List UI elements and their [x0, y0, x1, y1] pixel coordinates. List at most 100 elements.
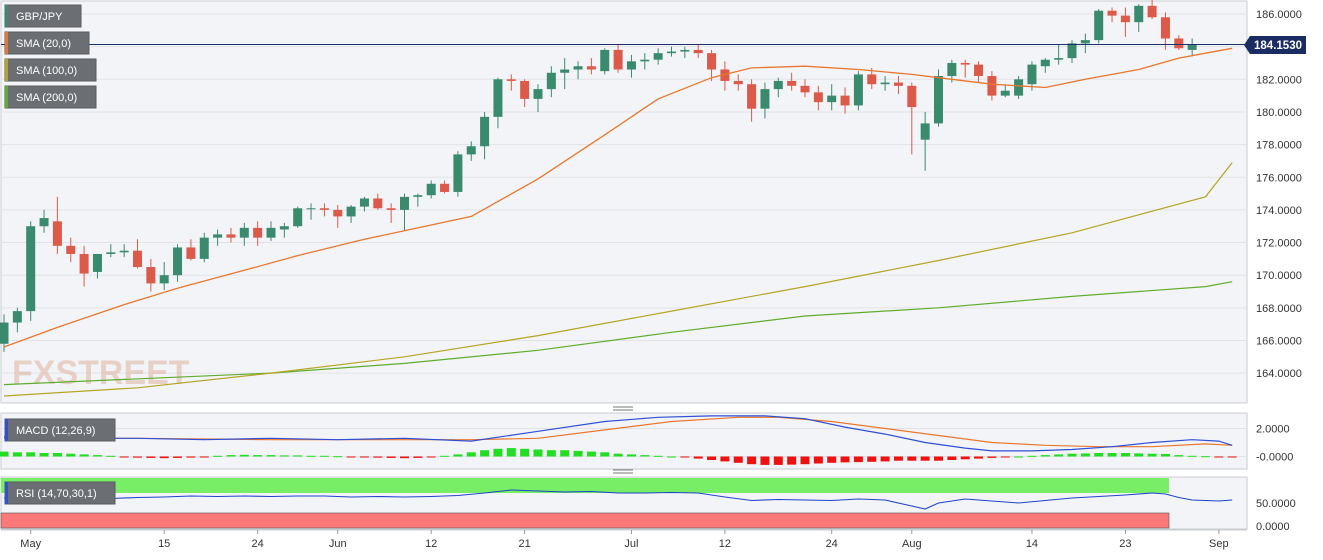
candle [573, 61, 583, 80]
macd-histogram-bar [1080, 453, 1090, 457]
date-tick-label: Jun [329, 538, 347, 550]
rsi-oversold-zone [0, 512, 1170, 529]
macd-histogram-bar [920, 456, 930, 461]
candle [600, 48, 610, 75]
candle [1014, 76, 1024, 99]
main-plot-area [0, 0, 1248, 404]
macd-histogram-bar [386, 456, 396, 458]
macd-legend[interactable]: MACD (12,26,9) [4, 418, 116, 442]
candle [133, 239, 142, 269]
candle [626, 54, 636, 78]
macd-histogram-bar [1107, 453, 1117, 457]
macd-histogram-bar [947, 456, 957, 460]
candle [1054, 45, 1064, 65]
macd-histogram-bar [173, 456, 183, 458]
macd-histogram-bar [1227, 456, 1237, 458]
macd-histogram-bar [840, 456, 850, 463]
instrument-label: GBP/JPY [16, 11, 63, 23]
macd-histogram-bar [186, 456, 196, 458]
candle [853, 71, 863, 111]
candle [186, 239, 196, 261]
macd-histogram-bar [26, 452, 36, 457]
macd-histogram-bar [1067, 453, 1077, 457]
candle [693, 45, 703, 59]
candle [66, 237, 76, 263]
macd-label: MACD (12,26,9) [16, 425, 95, 437]
candle [1187, 38, 1197, 57]
macd-histogram-bar [560, 450, 570, 457]
macd-histogram-bar [1147, 453, 1157, 457]
candle [1080, 33, 1090, 54]
candle [1120, 7, 1130, 37]
candle [39, 209, 49, 233]
instrument-legend[interactable]: GBP/JPY [4, 4, 82, 28]
macd-histogram-bar [586, 451, 596, 457]
candle [306, 203, 316, 220]
candle [893, 76, 903, 94]
macd-histogram-bar [400, 456, 409, 459]
date-tick-label: Jul [624, 538, 638, 550]
candle [920, 111, 930, 171]
macd-histogram [0, 448, 1237, 465]
macd-histogram-bar [0, 451, 9, 457]
macd-histogram-bar [720, 456, 730, 462]
candle [880, 76, 890, 91]
macd-histogram-bar [707, 456, 717, 460]
sma-200-legend[interactable]: SMA (200,0) [4, 85, 97, 109]
macd-histogram-bar [52, 453, 62, 457]
sma-200-label: SMA (200,0) [16, 92, 77, 104]
macd-histogram-bar [306, 455, 316, 457]
sma-20-legend[interactable]: SMA (20,0) [4, 31, 90, 55]
macd-histogram-bar [480, 450, 490, 457]
rsi-legend[interactable]: RSI (14,70,30,1) [4, 481, 116, 505]
macd-histogram-bar [934, 456, 943, 461]
macd-histogram-bar [626, 454, 636, 457]
price-tick-label: 164.0000 [1256, 368, 1302, 380]
macd-histogram-bar [546, 450, 556, 457]
main-gridlines [1, 13, 1247, 374]
rsi-resize-handle[interactable] [613, 469, 633, 474]
date-tick-label: May [20, 538, 41, 550]
macd-histogram-bar [1094, 453, 1104, 457]
macd-resize-handle[interactable] [613, 406, 633, 411]
macd-line-path [3, 415, 1233, 452]
candle [1067, 40, 1077, 63]
macd-histogram-bar [279, 455, 289, 457]
candle [493, 77, 503, 129]
macd-histogram-bar [1120, 453, 1130, 457]
macd-histogram-bar [79, 454, 89, 457]
candle [934, 69, 943, 127]
macd-tick-label: -0.0000 [1256, 452, 1293, 464]
candle [1000, 84, 1010, 98]
macd-histogram-bar [813, 456, 823, 464]
macd-histogram-bar [600, 452, 610, 457]
date-tick-label: 14 [1026, 538, 1038, 550]
candle [1160, 12, 1170, 50]
macd-histogram-bar [520, 448, 530, 457]
candle [1027, 61, 1037, 91]
candle [226, 227, 236, 243]
candle [119, 244, 129, 258]
candle [146, 258, 156, 292]
macd-histogram-bar [146, 456, 156, 458]
candle [747, 79, 757, 122]
candle [960, 59, 970, 78]
candle [426, 180, 436, 199]
candle [440, 180, 450, 194]
current-price-tag: 184.1530 [1244, 36, 1306, 54]
macd-histogram-bar [266, 455, 276, 457]
price-tick-label: 180.0000 [1256, 107, 1302, 119]
candle [413, 193, 423, 207]
candle [159, 262, 169, 290]
date-tick-label: 24 [826, 538, 838, 550]
macd-histogram-bar [466, 452, 476, 457]
macd-histogram-bar [867, 456, 877, 462]
price-axis: 164.0000 166.0000 168.0000 170.0000 172.0000… [1256, 9, 1302, 380]
sma-100-legend[interactable]: SMA (100,0) [4, 58, 97, 82]
candle [1107, 7, 1117, 23]
macd-histogram-bar [653, 455, 663, 457]
macd-histogram-bar [987, 456, 997, 458]
macd-histogram-bar [159, 456, 169, 459]
macd-tick-label: 2.0000 [1256, 424, 1290, 436]
candle [213, 229, 223, 246]
